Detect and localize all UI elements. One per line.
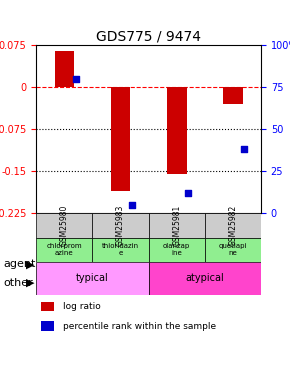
Bar [167, 87, 186, 174]
Text: ▶: ▶ [26, 278, 35, 288]
Text: chlorprom
azine: chlorprom azine [46, 243, 82, 256]
Text: percentile rank within the sample: percentile rank within the sample [63, 321, 216, 330]
FancyBboxPatch shape [205, 237, 261, 262]
Text: quetiapi
ne: quetiapi ne [219, 243, 247, 256]
Text: agent: agent [3, 260, 35, 269]
Text: other: other [3, 278, 33, 288]
Text: ▶: ▶ [26, 260, 35, 269]
Text: GSM25983: GSM25983 [116, 205, 125, 246]
Bar [223, 87, 243, 104]
Point [186, 190, 190, 196]
Text: GSM25981: GSM25981 [172, 205, 181, 246]
Bar [111, 87, 130, 191]
Text: olanzap
ine: olanzap ine [163, 243, 190, 256]
FancyBboxPatch shape [36, 262, 148, 295]
Text: atypical: atypical [185, 273, 224, 284]
Bar [55, 51, 74, 87]
Bar [41, 302, 54, 311]
FancyBboxPatch shape [36, 213, 93, 237]
FancyBboxPatch shape [148, 262, 261, 295]
FancyBboxPatch shape [93, 237, 148, 262]
Point [242, 146, 246, 152]
FancyBboxPatch shape [148, 237, 205, 262]
Point [73, 76, 78, 82]
FancyBboxPatch shape [205, 213, 261, 237]
FancyBboxPatch shape [36, 237, 93, 262]
Text: GSM25980: GSM25980 [60, 205, 69, 246]
Title: GDS775 / 9474: GDS775 / 9474 [96, 30, 201, 44]
Text: thioridazin
e: thioridazin e [102, 243, 139, 256]
Text: GSM25982: GSM25982 [229, 205, 238, 246]
FancyBboxPatch shape [93, 213, 148, 237]
Text: log ratio: log ratio [63, 302, 101, 311]
Text: typical: typical [76, 273, 109, 284]
Bar [41, 321, 54, 331]
Point [129, 202, 134, 208]
FancyBboxPatch shape [148, 213, 205, 237]
